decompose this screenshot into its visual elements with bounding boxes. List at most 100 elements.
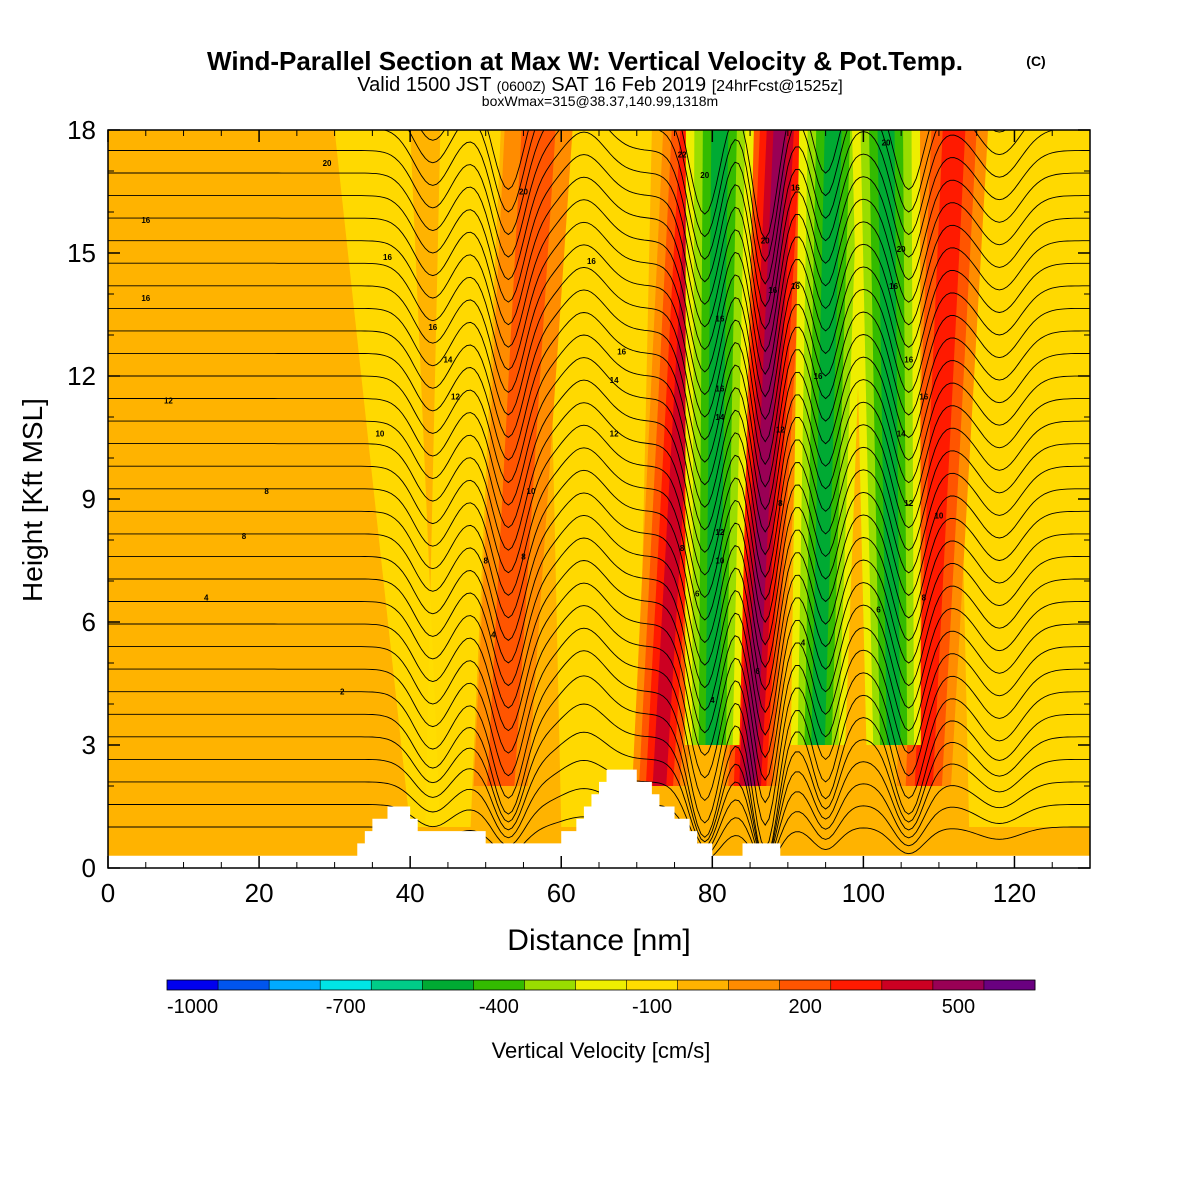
isentrope-label-7: 12	[164, 397, 173, 406]
downdraft-band-80-level-4	[705, 130, 729, 745]
isentrope-label-5: 14	[443, 356, 452, 365]
colorbar: -1000 -700 -400 -100 200 500	[166, 979, 1036, 1018]
isentrope-line-23	[108, 266, 1090, 466]
colorbar-swatch-12	[779, 980, 832, 990]
colorbar-swatch-15	[932, 980, 985, 990]
colorbar-swatch-0	[167, 980, 219, 990]
isentropes	[108, 130, 1090, 867]
isentrope-label-46: 12	[904, 499, 913, 508]
updraft-band-108-level-3	[914, 130, 966, 786]
isentrope-line-7	[108, 627, 1090, 826]
isentrope-label-22: 22	[678, 151, 687, 160]
isentrope-label-44: 16	[904, 356, 913, 365]
isentrope-line-6	[108, 650, 1090, 849]
isentrope-line-18	[108, 379, 1090, 578]
isentrope-line-19	[108, 357, 1090, 556]
x-tick-label-5: 100	[842, 878, 885, 908]
colorbar-swatch-1	[218, 980, 270, 990]
isentrope-label-41: 20	[882, 138, 891, 147]
isentrope-label-32: 20	[761, 237, 770, 246]
isentrope-label-3: 16	[383, 253, 392, 262]
isentrope-label-13: 20	[519, 188, 528, 197]
isentrope-line-2	[108, 759, 1090, 865]
isentrope-label-21: 4	[491, 630, 496, 639]
isentrope-label-30: 6	[695, 589, 700, 598]
y-axis-label: Height [Kft MSL]	[17, 398, 48, 602]
isentrope-line-24	[108, 244, 1090, 443]
isentrope-line-14	[108, 469, 1090, 669]
colorbar-swatch-7	[524, 980, 576, 990]
x-axis-label: Distance [nm]	[507, 924, 690, 957]
isentrope-label-0: 20	[323, 159, 332, 168]
colorbar-label: Vertical Velocity [cm/s]	[492, 1038, 711, 1063]
isentrope-label-48: 8	[922, 593, 927, 602]
isentrope-label-50: 16	[919, 393, 928, 402]
isentrope-label-37: 8	[778, 499, 783, 508]
downdraft-band-104-level-4	[877, 130, 901, 745]
isentrope-line-16	[108, 424, 1090, 623]
y-axis: 0 3 6 9 12 15 18	[67, 115, 1090, 883]
y-tick-label-4: 12	[67, 361, 96, 391]
isentrope-line-21	[108, 312, 1090, 511]
box-wmax-line: boxWmax=315@38.37,140.99,1318m	[482, 93, 718, 109]
colorbar-swatch-8	[575, 980, 628, 990]
isentrope-line-30	[108, 130, 1090, 308]
weak-ascent-region-3	[954, 130, 1090, 827]
isentrope-label-12: 2	[340, 688, 345, 697]
isentrope-label-23: 20	[700, 171, 709, 180]
x-tick-label-2: 40	[396, 878, 425, 908]
isentrope-line-29	[108, 131, 1090, 330]
isentrope-label-31: 4	[710, 696, 715, 705]
isentrope-line-8	[108, 605, 1090, 804]
isentrope-label-17: 12	[610, 429, 619, 438]
isentrope-label-20: 8	[521, 552, 526, 561]
isentrope-label-35: 16	[791, 282, 800, 291]
copyright-mark: (C)	[1026, 53, 1045, 69]
x-tick-label-0: 0	[101, 878, 115, 908]
isentrope-line-20	[108, 334, 1090, 533]
weak-ascent-region-0	[334, 130, 441, 827]
isentrope-line-13	[108, 492, 1090, 691]
isentrope-line-9	[108, 582, 1090, 781]
isentrope-label-15: 16	[617, 347, 626, 356]
colorbar-swatch-6	[473, 980, 525, 990]
isentrope-line-5	[108, 675, 1090, 862]
weak-ascent-region-2	[546, 130, 652, 827]
colorbar-swatch-14	[881, 980, 934, 990]
colorbar-swatch-11	[728, 980, 781, 990]
isentrope-label-49: 6	[876, 606, 881, 615]
colorbar-swatch-2	[269, 980, 321, 990]
isentrope-label-16: 14	[610, 376, 619, 385]
isentrope-line-22	[108, 289, 1090, 488]
x-axis: 0 20 40 60 80 100 120	[101, 130, 1091, 908]
isentrope-label-38: 6	[755, 667, 760, 676]
y-tick-label-6: 18	[67, 115, 96, 145]
isentrope-label-8: 10	[375, 429, 384, 438]
colorbar-tick-label-1: -700	[326, 996, 366, 1018]
colorbar-swatch-3	[320, 980, 372, 990]
isentrope-label-36: 12	[776, 425, 785, 434]
valid-zulu: (0600Z)	[497, 78, 546, 94]
isentrope-label-2: 16	[141, 294, 150, 303]
isentrope-line-11	[108, 537, 1090, 736]
updraft-band-53-level-2	[487, 130, 556, 786]
colorbar-swatch-5	[422, 980, 474, 990]
y-tick-label-1: 3	[82, 730, 96, 760]
isentrope-label-18: 10	[527, 487, 536, 496]
isentrope-label-11: 4	[204, 593, 209, 602]
isentrope-label-45: 14	[897, 429, 906, 438]
x-tick-label-3: 60	[547, 878, 576, 908]
updraft-band-88-level-5	[744, 130, 788, 786]
colorbar-tick-label-3: -100	[632, 996, 672, 1018]
isentrope-label-40: 16	[814, 372, 823, 381]
valid-prefix: Valid 1500 JST	[357, 74, 491, 96]
isentrope-label-9: 8	[264, 487, 269, 496]
colorbar-tick-label-5: 500	[942, 996, 975, 1018]
isentrope-line-28	[108, 154, 1090, 353]
isentrope-label-39: 4	[801, 639, 806, 648]
isentrope-label-47: 10	[934, 511, 943, 520]
weak-ascent-region-1	[425, 130, 501, 827]
y-tick-label-0: 0	[82, 853, 96, 883]
isentrope-label-25: 16	[715, 384, 724, 393]
